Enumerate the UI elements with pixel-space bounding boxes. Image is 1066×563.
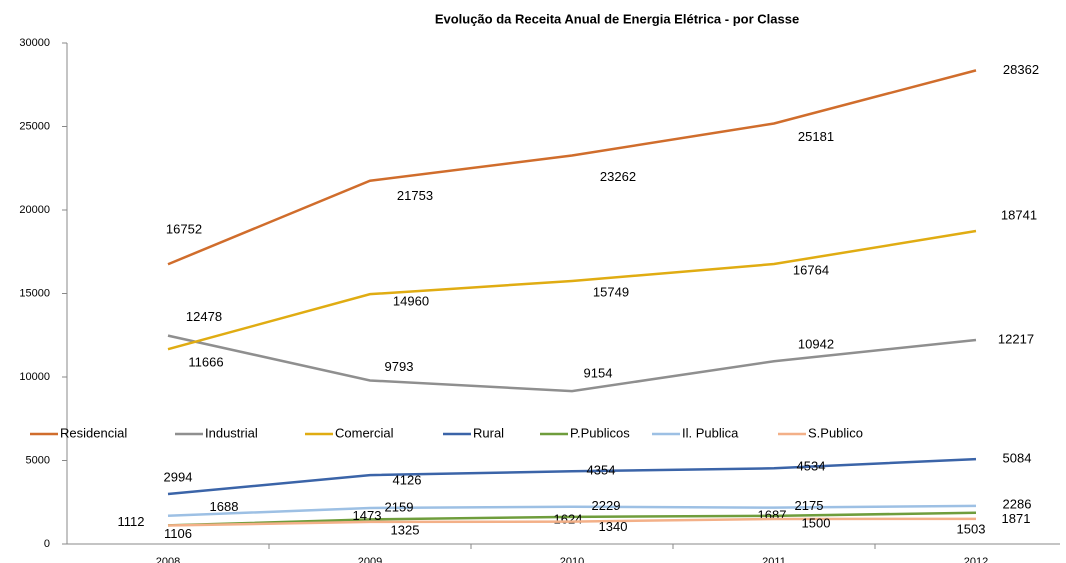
legend-label: Il. Publica [682,425,739,440]
data-label: 12217 [998,331,1034,346]
y-tick-label: 15000 [19,287,50,299]
data-label: 4534 [797,459,826,474]
y-tick-label: 0 [44,538,50,550]
data-label: 12478 [186,309,222,324]
data-label: 15749 [593,284,629,299]
y-tick-label: 20000 [19,204,50,216]
data-label: 4126 [393,473,422,488]
data-label: 5084 [1003,451,1032,466]
series-line [167,511,977,527]
data-label: 16752 [166,222,202,237]
data-label: 23262 [600,169,636,184]
data-label: 28362 [1003,62,1039,77]
data-label: 11666 [188,355,223,370]
series-line [167,457,977,496]
data-label: 1688 [210,499,239,514]
data-label: 4354 [587,463,616,478]
series-line [167,229,977,351]
series-line [167,334,977,393]
data-label: 10942 [798,337,834,352]
y-tick-label: 5000 [26,454,50,466]
legend-label: Residencial [60,425,127,440]
data-label: 1500 [802,515,831,530]
data-label: 1624 [554,511,583,526]
data-label: 1112 [118,514,145,529]
x-tick-label: 2011 [762,556,786,563]
data-label: 1473 [353,508,382,523]
y-tick-label: 10000 [19,371,50,383]
data-label: 2159 [385,499,414,514]
legend-label: Comercial [335,425,394,440]
data-label: 21753 [397,188,433,203]
legend-label: Industrial [205,425,258,440]
legend-label: S.Publico [808,425,863,440]
x-tick-label: 2009 [358,556,382,563]
data-label: 25181 [798,129,834,144]
data-label: 1503 [957,521,986,536]
legend-label: Rural [473,425,504,440]
series-line [167,504,977,518]
series-line [167,69,977,266]
data-label: 16764 [793,262,829,277]
data-label: 1325 [391,522,420,537]
data-label: 1871 [1002,511,1031,526]
data-label: 9793 [385,359,414,374]
chart-title: Evolução da Receita Anual de Energia Elé… [435,11,799,26]
data-label: 14960 [393,294,429,309]
x-tick-label: 2010 [560,556,584,563]
series-line [167,517,977,527]
y-tick-label: 30000 [19,37,50,49]
data-label: 18741 [1001,207,1037,222]
data-label: 2994 [164,469,193,484]
x-tick-label: 2012 [964,556,988,563]
data-label: 2175 [795,498,824,513]
data-label: 2286 [1003,496,1032,511]
data-label: 9154 [584,366,613,381]
legend-label: P.Publicos [570,425,630,440]
data-label: 1340 [599,519,628,534]
y-tick-label: 25000 [19,120,50,132]
data-label: 1106 [164,526,192,541]
x-tick-label: 2008 [156,556,180,563]
data-label: 2229 [592,498,621,513]
